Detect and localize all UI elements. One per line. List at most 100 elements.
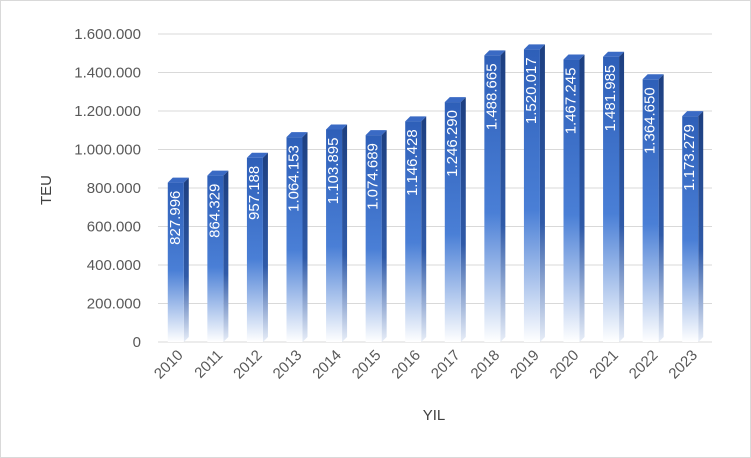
data-label: 1.520.017 [523,57,540,124]
gridlines [158,33,712,343]
bar-side [302,132,308,342]
data-label: 1.173.279 [681,124,698,191]
bar-front [167,182,184,342]
data-label: 1.364.650 [642,87,659,154]
bar-front [682,116,699,342]
bar-side [421,116,427,342]
bar-top [167,177,189,183]
y-tick-label: 600.000 [87,219,141,236]
bar-front [642,79,659,343]
bar [603,51,625,342]
bar-top [563,54,585,60]
bar-front [484,55,501,343]
x-tick-label: 2015 [349,347,385,383]
bar-top [642,74,664,80]
bar [523,44,545,342]
x-tick-label: 2012 [230,347,266,383]
bar-front [246,157,263,342]
x-tick-label: 2021 [586,347,622,383]
bar-top [326,124,348,130]
bar [286,132,308,342]
bar-side [658,74,664,343]
bar [326,124,348,342]
bar-top [523,44,545,50]
data-label: 1.481.985 [602,65,619,132]
data-label: 1.246.290 [444,110,461,177]
bar-side [342,124,348,342]
x-tick-label: 2018 [468,347,504,383]
data-label: 827.996 [167,191,184,245]
bar-front [286,137,303,342]
bar-front [326,129,343,342]
bar-top [484,50,506,56]
bar-top [246,152,268,158]
y-tick-label: 200.000 [87,296,141,313]
y-tick-label: 1.200.000 [74,103,141,120]
x-tick-label: 2020 [547,347,583,383]
x-tick-label: 2023 [665,347,701,383]
bar-side [183,177,189,342]
bar [405,116,427,342]
y-tick-label: 1.400.000 [74,65,141,82]
x-tick-label: 2016 [388,347,424,383]
bar-side [619,51,625,342]
x-tick-label: 2013 [270,347,306,383]
bar-front [207,175,224,342]
bar-top [207,170,229,176]
bar-top [365,130,387,136]
bar [167,177,189,342]
bar-front [365,135,382,342]
bar [207,170,229,342]
bar-side [698,111,704,342]
x-tick-label: 2011 [191,347,226,382]
bar-front [444,102,461,342]
bar-side [539,44,545,342]
x-tick-label: 2019 [507,347,543,383]
bar [563,54,585,343]
bars: 827.996 864.329 957.188 1.064.153 1.103.895 1… [167,44,704,343]
data-label: 864.329 [206,184,223,238]
y-tick-label: 1.600.000 [74,26,141,43]
y-tick-label: 0 [133,334,141,351]
x-tick-label: 2014 [309,347,345,383]
bar-front [563,59,580,343]
bar [444,97,466,342]
bar-side [579,54,585,343]
bar [682,111,704,342]
bar-side [381,130,387,342]
bar [365,130,387,342]
data-label: 1.488.665 [483,63,500,130]
bar [246,152,268,342]
bar-side [460,97,466,342]
x-tick-label: 2022 [626,347,662,383]
x-axis-title: YIL [423,407,446,424]
data-label: 1.467.245 [563,68,580,135]
bar-top [286,132,308,138]
data-label: 1.146.428 [404,129,421,196]
data-label: 1.103.895 [325,138,342,205]
data-label: 1.064.153 [286,145,303,212]
y-axis-ticks: 0 200.000 400.000 600.000 800.000 1.000.000 1.… [74,26,141,351]
bar-front [405,121,422,342]
y-tick-label: 400.000 [87,257,141,274]
bar-side [500,50,506,343]
bar [642,74,664,343]
bar-top [682,111,704,117]
bar-top [603,51,625,57]
bar-side [262,152,268,342]
bar-front [523,49,540,342]
y-tick-label: 1.000.000 [74,142,141,159]
y-axis-title: TEU [38,175,55,205]
bar-top [444,97,466,103]
x-axis-ticks: 2010 2011 2012 2013 2014 2015 2016 2017 2018 2019… [151,347,701,383]
data-label: 1.074.689 [365,143,382,210]
bar-top [405,116,427,122]
bar [484,50,506,343]
data-label: 957.188 [246,166,263,220]
x-tick-label: 2010 [151,347,187,383]
bar-front [603,56,620,342]
bar-side [223,170,229,342]
y-tick-label: 800.000 [87,180,141,197]
x-tick-label: 2017 [428,347,464,383]
